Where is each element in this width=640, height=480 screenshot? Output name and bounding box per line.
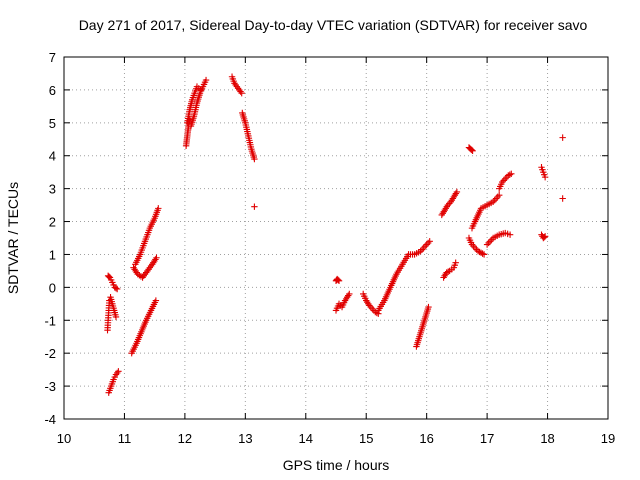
data-point (559, 134, 566, 141)
data-point (425, 303, 432, 311)
data-point (468, 146, 475, 154)
data-point (251, 203, 258, 210)
data-point (421, 243, 429, 250)
plot-frame (63, 56, 609, 420)
data-point (426, 238, 433, 245)
data-point (334, 276, 342, 284)
y-tick-label: 5 (49, 116, 56, 131)
data-point (105, 273, 113, 280)
data-point (477, 249, 485, 257)
data-point (115, 368, 122, 375)
y-tick-label: 4 (49, 149, 56, 164)
data-point (424, 239, 432, 247)
y-tick-label: 0 (49, 280, 56, 295)
y-tick-label: -2 (44, 346, 56, 361)
data-point (541, 173, 549, 181)
x-axis-label: GPS time / hours (283, 457, 390, 473)
y-tick-label: 6 (49, 83, 56, 98)
data-point (541, 233, 549, 240)
data-point (251, 155, 258, 163)
x-tick-label: 13 (238, 431, 252, 446)
y-axis-label: SDTVAR / TECUs (5, 182, 21, 294)
data-point (113, 285, 121, 293)
data-point (480, 251, 488, 258)
y-tick-label: 2 (49, 215, 56, 230)
y-tick-label: -4 (44, 412, 56, 427)
chart-title: Day 271 of 2017, Sidereal Day-to-day VTE… (79, 17, 588, 33)
data-points (104, 73, 566, 396)
data-point (369, 305, 376, 312)
data-point (238, 90, 245, 97)
data-point (152, 297, 160, 304)
x-tick-label: 14 (299, 431, 313, 446)
data-point (485, 239, 492, 247)
data-point (420, 244, 427, 252)
x-tick-label: 10 (57, 431, 71, 446)
x-tick-label: 17 (480, 431, 494, 446)
data-point (559, 195, 566, 202)
data-point (153, 254, 160, 261)
data-point (494, 193, 501, 201)
data-point (444, 268, 452, 275)
data-point (486, 238, 494, 245)
x-tick-label: 16 (419, 431, 433, 446)
y-tick-label: 1 (49, 247, 56, 262)
x-tick-label: 12 (178, 431, 192, 446)
data-point (506, 171, 513, 178)
data-point (335, 277, 343, 284)
data-point (483, 241, 491, 248)
data-point (112, 284, 120, 292)
x-tick-label: 15 (359, 431, 373, 446)
grid (64, 57, 608, 419)
y-tick-label: -3 (44, 379, 56, 394)
data-point (541, 233, 548, 241)
data-point (423, 241, 430, 248)
data-point (346, 290, 353, 298)
data-point (496, 192, 503, 199)
x-tick-label: 18 (540, 431, 554, 446)
data-point (508, 170, 515, 178)
data-point (469, 147, 476, 154)
data-point (202, 76, 210, 84)
data-point (155, 205, 162, 212)
x-tick-label: 11 (118, 431, 132, 446)
data-point (502, 175, 509, 182)
data-point (112, 313, 120, 321)
data-point (492, 195, 500, 202)
y-tick-label: 7 (49, 50, 56, 65)
data-point (479, 250, 486, 257)
y-tick-label: 3 (49, 182, 56, 197)
y-tick-label: -1 (44, 313, 56, 328)
data-point (505, 172, 512, 179)
data-point (453, 188, 461, 196)
data-point (471, 244, 479, 252)
data-point (372, 308, 379, 316)
x-tick-label: 19 (601, 431, 615, 446)
data-point (506, 231, 514, 238)
data-point (452, 259, 459, 266)
